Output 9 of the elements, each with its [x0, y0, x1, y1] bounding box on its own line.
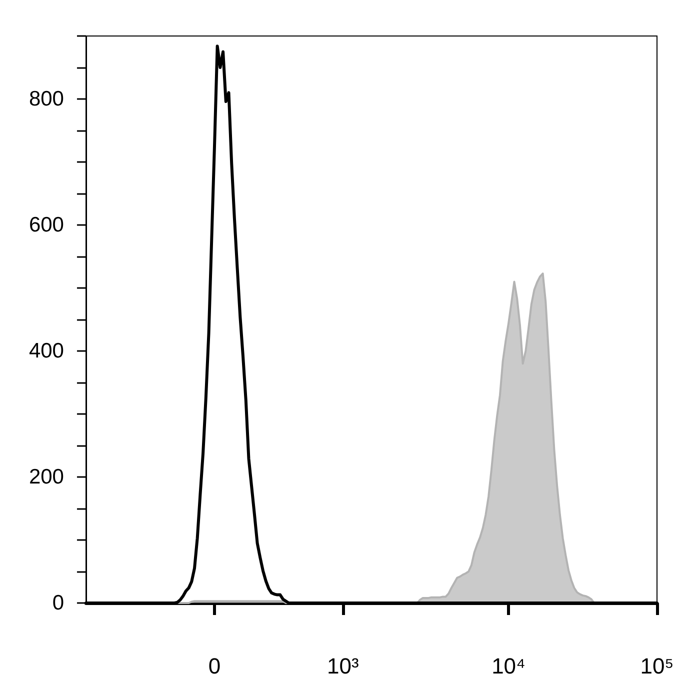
x-tick-label: 10³ — [327, 654, 359, 678]
y-tick-label: 400 — [28, 340, 64, 362]
y-tick-label: 800 — [28, 88, 64, 110]
y-tick-label: 0 — [52, 592, 64, 614]
x-tick-label: 0 — [208, 654, 221, 678]
y-tick-label: 200 — [28, 466, 64, 488]
y-tick-label: 600 — [28, 214, 64, 236]
x-tick-label: 10⁵ — [640, 654, 674, 678]
x-tick-label: 10⁴ — [492, 654, 526, 678]
